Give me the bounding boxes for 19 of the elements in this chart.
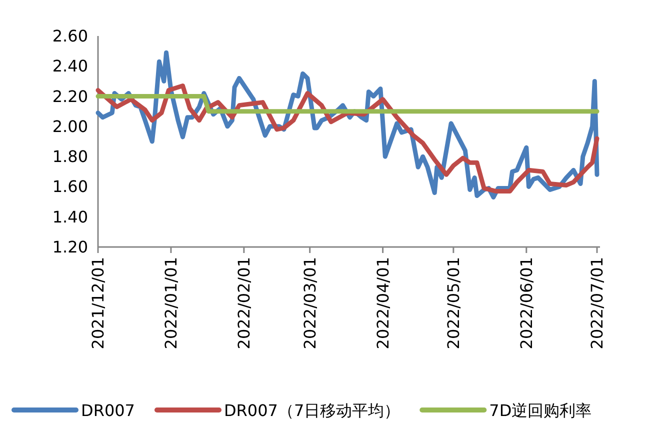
y-tick-label: 1.40 [52,207,88,226]
y-tick-label: 2.20 [52,86,88,106]
y-tick-label: 1.80 [52,147,88,166]
x-tick-label: 2022/01/01 [161,257,180,350]
x-tick-label: 2022/06/01 [516,257,536,350]
legend-label: 7D逆回购利率 [489,401,592,420]
x-tick-label: 2021/12/01 [88,257,108,350]
y-tick-label: 1.60 [52,177,88,196]
x-tick-label: 2022/04/01 [373,257,392,350]
y-tick-label: 2.40 [52,56,88,76]
legend-label: DR007 [81,401,135,420]
x-tick-label: 2022/05/01 [444,257,463,350]
x-tick-label: 2022/03/01 [300,257,320,350]
x-tick-label: 2022/07/01 [588,257,606,350]
y-tick-label: 1.20 [52,238,88,256]
x-tick-label: 2022/02/01 [234,257,254,350]
y-tick-label: 2.00 [52,116,88,136]
y-tick-label: 2.60 [52,26,88,46]
legend-label: DR007（7日移动平均） [224,401,400,420]
